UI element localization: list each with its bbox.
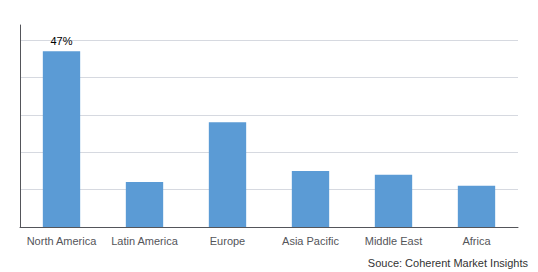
svg-text:Latin America: Latin America [111,235,179,247]
svg-text:Asia Pacific: Asia Pacific [282,235,339,247]
svg-text:Africa: Africa [462,235,491,247]
svg-text:47%: 47% [50,35,72,47]
svg-text:Europe: Europe [210,235,245,247]
svg-text:North America: North America [27,235,98,247]
svg-text:Middle East: Middle East [365,235,422,247]
svg-text:Souce: Coherent Market Insight: Souce: Coherent Market Insights [368,257,529,269]
